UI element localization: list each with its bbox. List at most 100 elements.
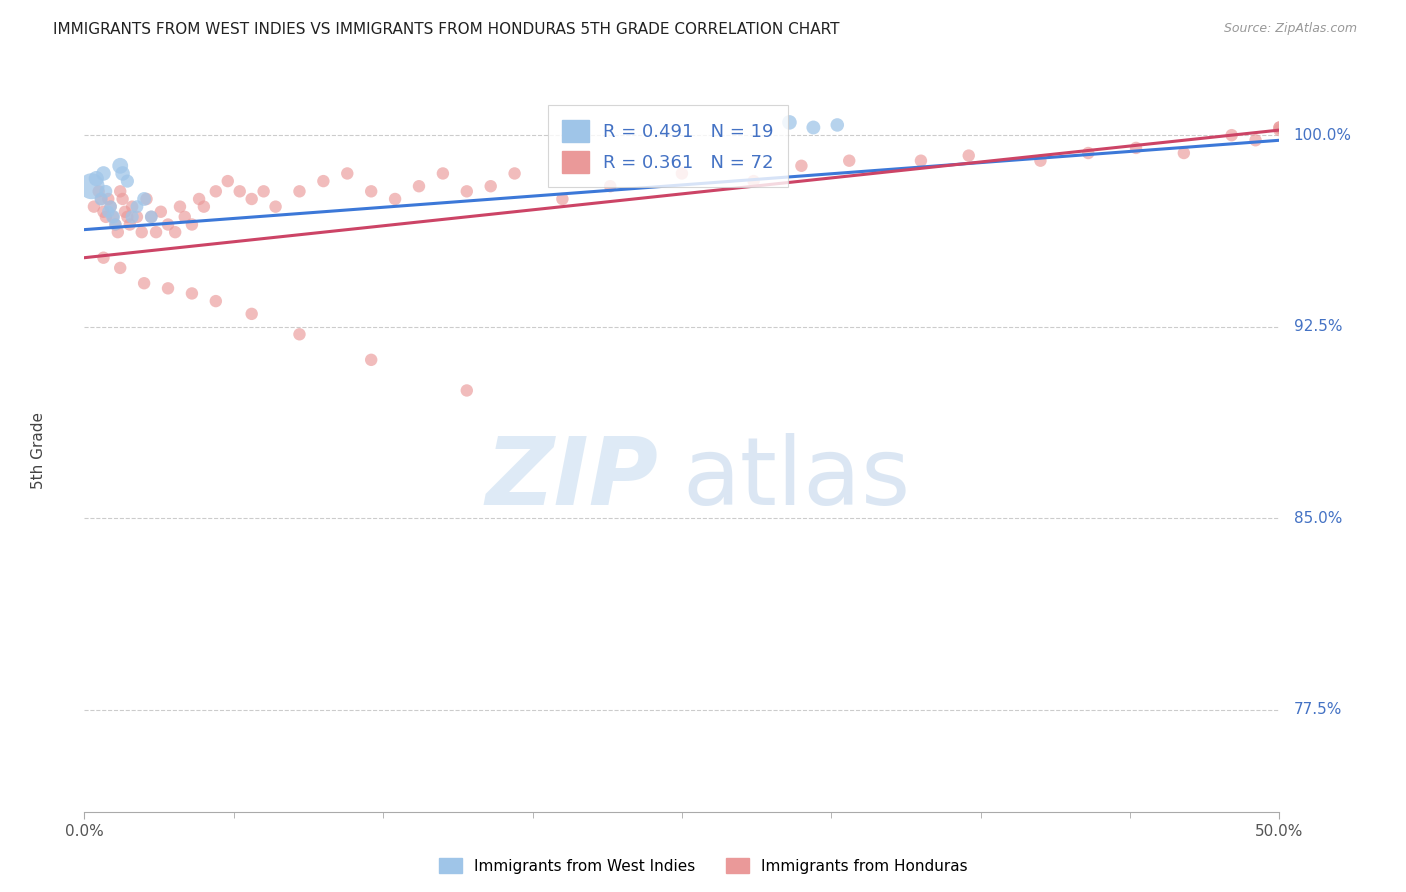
Point — [114, 204, 136, 219]
Point — [205, 294, 228, 309]
Point — [360, 184, 382, 198]
Point — [1268, 120, 1291, 135]
Text: ZIP: ZIP — [485, 434, 658, 525]
Point — [312, 174, 335, 188]
Point — [217, 174, 239, 188]
Point — [790, 159, 813, 173]
Point — [479, 179, 502, 194]
Text: 77.5%: 77.5% — [1294, 702, 1343, 717]
Point — [117, 174, 139, 188]
Point — [87, 184, 110, 198]
Point — [94, 210, 117, 224]
Point — [503, 166, 526, 180]
Point — [141, 210, 163, 224]
Point — [336, 166, 359, 180]
Point — [827, 118, 849, 132]
Point — [1077, 146, 1099, 161]
Point — [181, 218, 204, 232]
Point — [169, 200, 191, 214]
Point — [93, 166, 115, 180]
Point — [100, 200, 122, 214]
Point — [408, 179, 430, 194]
Point — [83, 200, 105, 214]
Point — [671, 166, 693, 180]
Point — [90, 192, 112, 206]
Point — [104, 218, 127, 232]
Point — [110, 184, 132, 198]
Point — [1125, 141, 1147, 155]
Point — [193, 200, 215, 214]
Point — [86, 171, 108, 186]
Point — [240, 307, 263, 321]
Point — [456, 184, 478, 198]
Point — [456, 384, 478, 398]
Point — [264, 200, 287, 214]
Point — [107, 225, 129, 239]
Point — [181, 286, 204, 301]
Point — [110, 159, 132, 173]
Point — [360, 352, 382, 367]
Point — [742, 174, 765, 188]
Point — [132, 192, 156, 206]
Point — [111, 192, 134, 206]
Point — [125, 200, 148, 214]
Point — [131, 225, 153, 239]
Point — [97, 204, 120, 219]
Point — [288, 184, 311, 198]
Point — [145, 225, 167, 239]
Legend: R = 0.491   N = 19, R = 0.361   N = 72: R = 0.491 N = 19, R = 0.361 N = 72 — [547, 105, 789, 187]
Point — [101, 210, 124, 224]
Point — [188, 192, 211, 206]
Text: 92.5%: 92.5% — [1294, 319, 1343, 334]
Point — [803, 120, 825, 135]
Point — [93, 204, 115, 219]
Text: IMMIGRANTS FROM WEST INDIES VS IMMIGRANTS FROM HONDURAS 5TH GRADE CORRELATION CH: IMMIGRANTS FROM WEST INDIES VS IMMIGRANT… — [53, 22, 839, 37]
Point — [135, 192, 157, 206]
Point — [432, 166, 454, 180]
Point — [101, 210, 124, 224]
Point — [1268, 123, 1291, 137]
Point — [1244, 133, 1267, 147]
Point — [205, 184, 228, 198]
Text: 85.0%: 85.0% — [1294, 510, 1343, 525]
Point — [121, 200, 143, 214]
Point — [1220, 128, 1243, 143]
Point — [121, 210, 143, 224]
Point — [229, 184, 252, 198]
Point — [551, 192, 574, 206]
Text: Source: ZipAtlas.com: Source: ZipAtlas.com — [1223, 22, 1357, 36]
Text: 5th Grade: 5th Grade — [31, 412, 46, 489]
Point — [1268, 120, 1291, 135]
Point — [779, 115, 801, 129]
Point — [141, 210, 163, 224]
Point — [93, 251, 115, 265]
Text: atlas: atlas — [682, 434, 910, 525]
Point — [157, 218, 180, 232]
Point — [149, 204, 172, 219]
Point — [253, 184, 276, 198]
Point — [288, 327, 311, 342]
Point — [110, 260, 132, 275]
Point — [80, 179, 103, 194]
Point — [100, 200, 122, 214]
Point — [104, 218, 127, 232]
Point — [111, 166, 134, 180]
Point — [125, 210, 148, 224]
Legend: Immigrants from West Indies, Immigrants from Honduras: Immigrants from West Indies, Immigrants … — [433, 852, 973, 880]
Point — [173, 210, 195, 224]
Point — [910, 153, 932, 168]
Point — [118, 218, 141, 232]
Point — [117, 210, 139, 224]
Text: 100.0%: 100.0% — [1294, 128, 1351, 143]
Point — [957, 148, 980, 162]
Point — [97, 192, 120, 206]
Point — [384, 192, 406, 206]
Point — [94, 184, 117, 198]
Point — [157, 281, 180, 295]
Point — [90, 192, 112, 206]
Point — [240, 192, 263, 206]
Point — [1173, 146, 1195, 161]
Point — [1029, 153, 1052, 168]
Point — [599, 179, 621, 194]
Point — [165, 225, 187, 239]
